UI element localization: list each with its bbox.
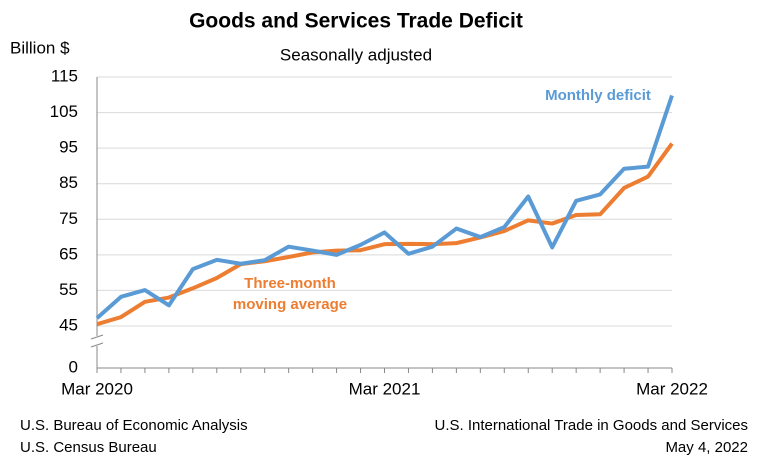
axis-break [90, 334, 104, 348]
x-tick-label: Mar 2020 [61, 379, 133, 398]
y-tick-label: 0 [69, 357, 78, 376]
y-tick-label: 115 [51, 66, 78, 85]
y-tick-label: 95 [59, 138, 78, 157]
footer-right: U.S. International Trade in Goods and Se… [434, 417, 748, 434]
series-label: Three-month [244, 275, 336, 292]
chart-title: Goods and Services Trade Deficit [189, 10, 523, 33]
line-series [96, 142, 674, 327]
y-tick-label: 55 [59, 280, 78, 299]
x-tick-label: Mar 2022 [636, 379, 708, 398]
y-tick-label: 105 [50, 102, 78, 121]
series-label: moving average [233, 296, 347, 313]
footer-left: U.S. Bureau of Economic Analysis [20, 417, 248, 434]
chart-subtitle: Seasonally adjusted [280, 45, 432, 64]
y-axis-label: Billion $ [10, 38, 70, 57]
y-tick-label: 45 [59, 315, 78, 334]
y-tick-label: 85 [59, 173, 78, 192]
line-series [95, 94, 674, 320]
y-tick-label: 65 [59, 244, 78, 263]
footer-right: May 4, 2022 [665, 439, 748, 456]
x-tick-label: Mar 2021 [349, 379, 421, 398]
y-tick-label: 75 [59, 209, 78, 228]
footer-left: U.S. Census Bureau [20, 439, 157, 456]
series-label: Monthly deficit [545, 87, 651, 104]
